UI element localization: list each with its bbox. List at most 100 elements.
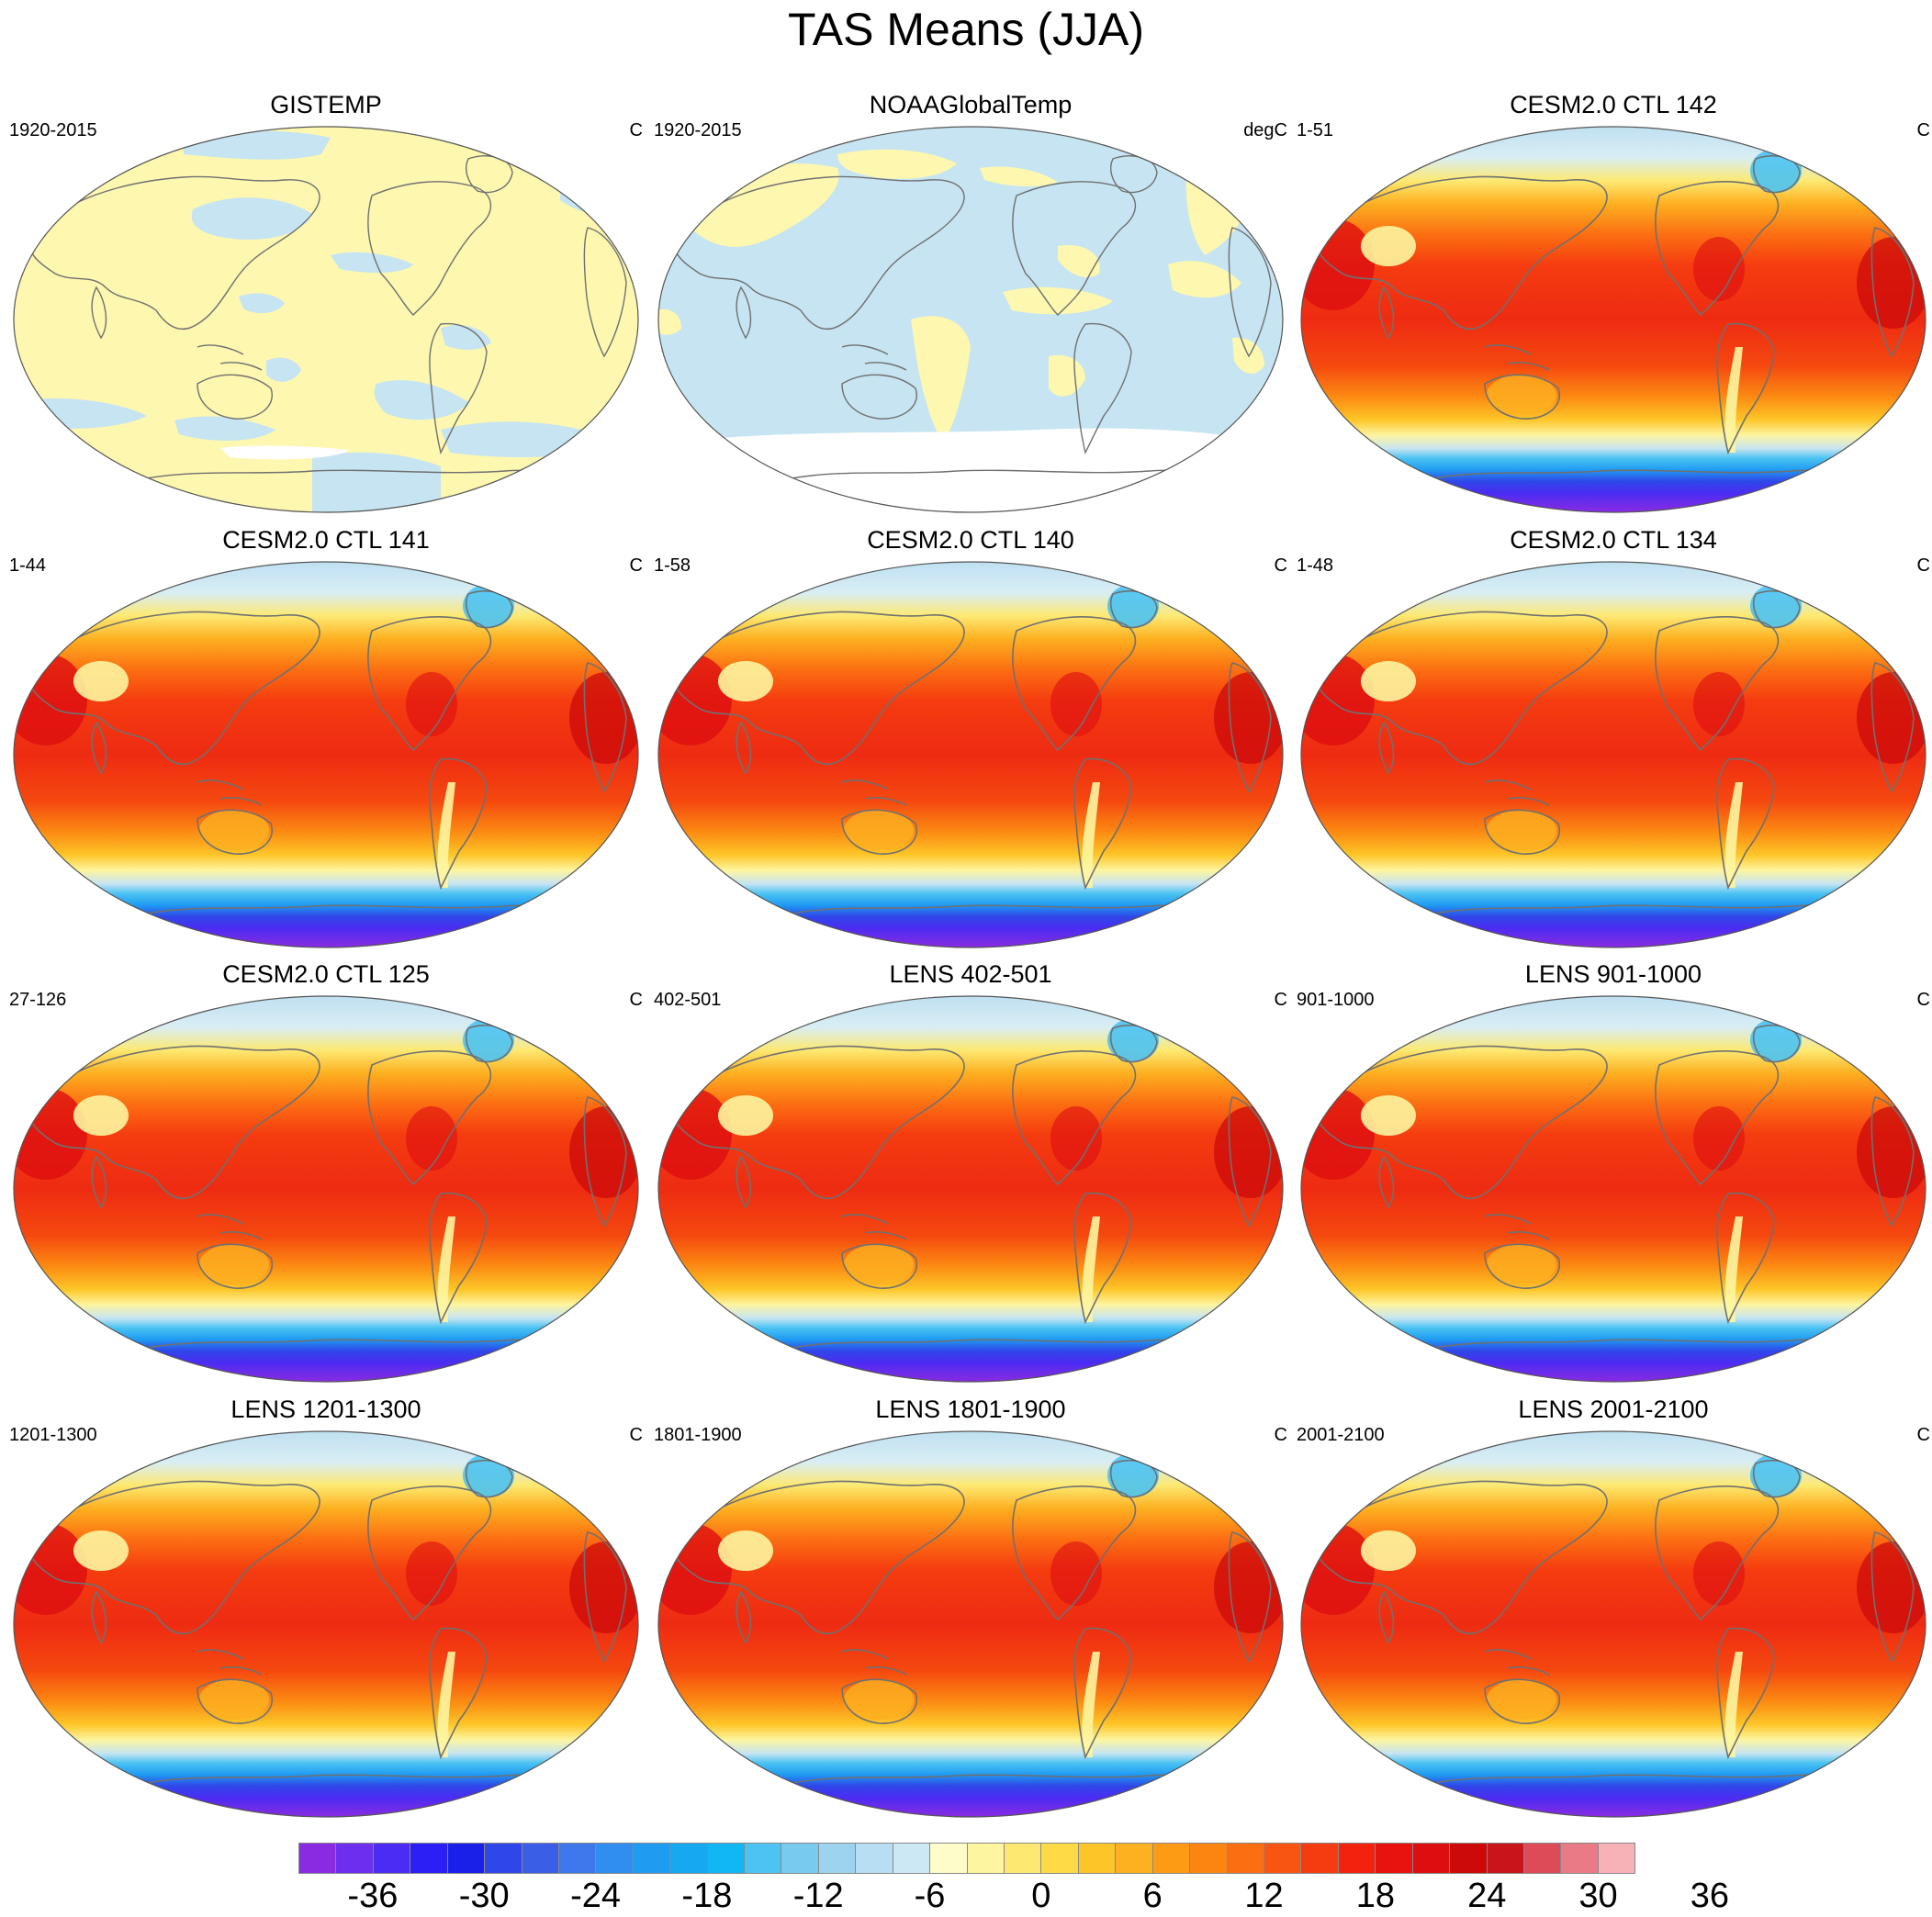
panel-units-label: C (1274, 555, 1287, 576)
colorbar-boxes (298, 1843, 1635, 1874)
colorbar-swatch (1227, 1844, 1264, 1873)
colorbar-swatch (1412, 1844, 1451, 1873)
map-panel: CESM2.0 CTL 142 1-51 C (1297, 90, 1930, 521)
panel-units-label: C (1916, 1425, 1930, 1445)
colorbar-swatch (485, 1844, 522, 1873)
colorbar-labels: -36 -30 -24 -18 -12 -6 0 6 12 18 24 30 36 (298, 1874, 1729, 1916)
panel-title: CESM2.0 CTL 134 (1510, 526, 1717, 554)
map-panel: NOAAGlobalTemp 1920-2015 degC (654, 90, 1287, 521)
panel-title: LENS 402-501 (889, 960, 1052, 988)
panel-period-label: 1920-2015 (654, 120, 742, 140)
colorbar-swatch (410, 1844, 448, 1873)
panel-title: NOAAGlobalTemp (869, 91, 1073, 118)
panel-period-label: 27-126 (9, 990, 67, 1010)
colorbar-swatch (633, 1844, 671, 1873)
colorbar-swatch (1190, 1844, 1228, 1873)
colorbar-swatch (447, 1844, 486, 1873)
colorbar-swatch (1301, 1844, 1339, 1873)
panel-period-label: 2001-2100 (1297, 1425, 1385, 1445)
colorbar-swatch (893, 1844, 931, 1873)
map-panel: LENS 2001-2100 2001-2100 C (1297, 1395, 1930, 1826)
map-projection (1300, 1430, 1926, 1818)
colorbar-tick-label: 12 (1244, 1877, 1284, 1915)
colorbar-swatch (1152, 1844, 1191, 1873)
colorbar-swatch (1598, 1844, 1635, 1873)
panel-title: LENS 901-1000 (1524, 960, 1702, 988)
panel-units-label: C (1274, 990, 1287, 1010)
colorbar-tick-label: 0 (1031, 1877, 1051, 1915)
panel-period-label: 1201-1300 (9, 1425, 97, 1445)
colorbar-swatch (1264, 1844, 1302, 1873)
colorbar-swatch (930, 1844, 968, 1873)
map-projection (13, 995, 639, 1383)
map-panel: CESM2.0 CTL 140 1-58 C (654, 525, 1287, 957)
map-panel: LENS 402-501 402-501 C (654, 959, 1287, 1391)
colorbar-tick-label: -18 (681, 1877, 733, 1915)
colorbar-swatch (373, 1844, 411, 1873)
colorbar-swatch (522, 1844, 559, 1873)
colorbar: -36 -30 -24 -18 -12 -6 0 6 12 18 24 30 36 (298, 1843, 1729, 1916)
colorbar-tick-label: -12 (792, 1877, 844, 1915)
map-projection (657, 995, 1284, 1383)
colorbar-swatch (336, 1844, 374, 1873)
colorbar-tick-label: 36 (1690, 1877, 1730, 1915)
colorbar-swatch (745, 1844, 782, 1873)
panel-units-label: degC (1243, 120, 1287, 140)
colorbar-swatch (1078, 1844, 1117, 1873)
panel-period-label: 1-44 (9, 555, 47, 576)
map-projection (657, 126, 1284, 513)
colorbar-swatch (707, 1844, 746, 1873)
map-projection (13, 1430, 639, 1818)
panel-units-label: C (1916, 555, 1930, 576)
panel-units-label: C (1916, 120, 1930, 140)
colorbar-swatch (1376, 1844, 1413, 1873)
colorbar-swatch (1450, 1844, 1488, 1873)
colorbar-swatch (967, 1844, 1005, 1873)
map-projection (1300, 561, 1926, 948)
colorbar-tick-label: 6 (1142, 1877, 1163, 1915)
panel-title: CESM2.0 CTL 125 (222, 960, 430, 988)
panel-title: GISTEMP (270, 91, 382, 118)
map-panel: CESM2.0 CTL 125 27-126 C (9, 959, 643, 1391)
panel-period-label: 1-58 (654, 555, 691, 576)
map-panel: LENS 901-1000 901-1000 C (1297, 959, 1930, 1391)
map-projection (657, 561, 1284, 948)
panel-period-label: 402-501 (654, 990, 722, 1010)
map-projection (657, 1430, 1284, 1818)
panel-title: CESM2.0 CTL 141 (222, 526, 430, 554)
map-panel: LENS 1801-1900 1801-1900 C (654, 1395, 1287, 1826)
panel-period-label: 1-48 (1297, 555, 1334, 576)
panel-title: LENS 1801-1900 (875, 1396, 1066, 1423)
panel-units-label: C (629, 1425, 643, 1445)
panel-units-label: C (1916, 990, 1930, 1010)
colorbar-swatch (596, 1844, 634, 1873)
panel-title: CESM2.0 CTL 140 (867, 526, 1074, 554)
colorbar-tick-label: 30 (1578, 1877, 1618, 1915)
colorbar-tick-label: -30 (458, 1877, 510, 1915)
panel-title: CESM2.0 CTL 142 (1510, 91, 1717, 118)
colorbar-swatch (299, 1844, 337, 1873)
panel-period-label: 1801-1900 (654, 1425, 742, 1445)
panel-units-label: C (629, 120, 643, 140)
figure-title: TAS Means (JJA) (787, 4, 1145, 55)
colorbar-swatch (558, 1844, 597, 1873)
panel-units-label: C (629, 555, 643, 576)
map-projection (1300, 995, 1926, 1383)
colorbar-swatch (856, 1844, 893, 1873)
colorbar-swatch (1041, 1844, 1079, 1873)
colorbar-tick-label: -6 (914, 1877, 946, 1915)
colorbar-tick-label: -36 (347, 1877, 399, 1915)
colorbar-swatch (670, 1844, 708, 1873)
panel-title: LENS 2001-2100 (1518, 1396, 1709, 1423)
panel-period-label: 1920-2015 (9, 120, 97, 140)
map-projection (13, 561, 639, 948)
colorbar-swatch (781, 1844, 819, 1873)
colorbar-tick-label: 24 (1467, 1877, 1507, 1915)
map-panel: GISTEMP 1920-2015 C (9, 90, 643, 521)
colorbar-swatch (1338, 1844, 1376, 1873)
colorbar-swatch (1561, 1844, 1599, 1873)
panel-period-label: 901-1000 (1297, 990, 1375, 1010)
panel-period-label: 1-51 (1297, 120, 1334, 140)
panel-units-label: C (1274, 1425, 1287, 1445)
map-projection (1300, 126, 1926, 513)
